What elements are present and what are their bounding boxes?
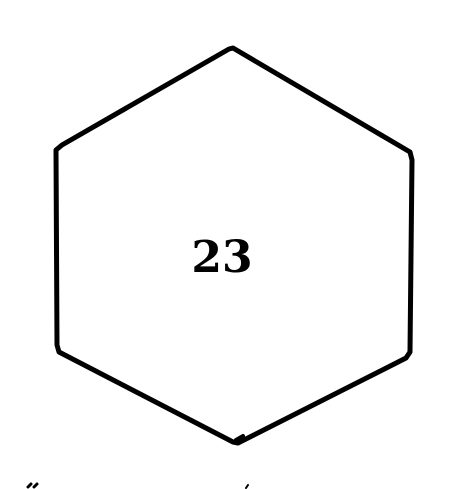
stray-mark-left	[26, 482, 39, 489]
hexagon-number: 23	[191, 232, 252, 283]
stray-mark-center	[245, 484, 249, 489]
hexagon-outline	[53, 45, 415, 446]
hexagon-stroke-join	[234, 434, 245, 442]
